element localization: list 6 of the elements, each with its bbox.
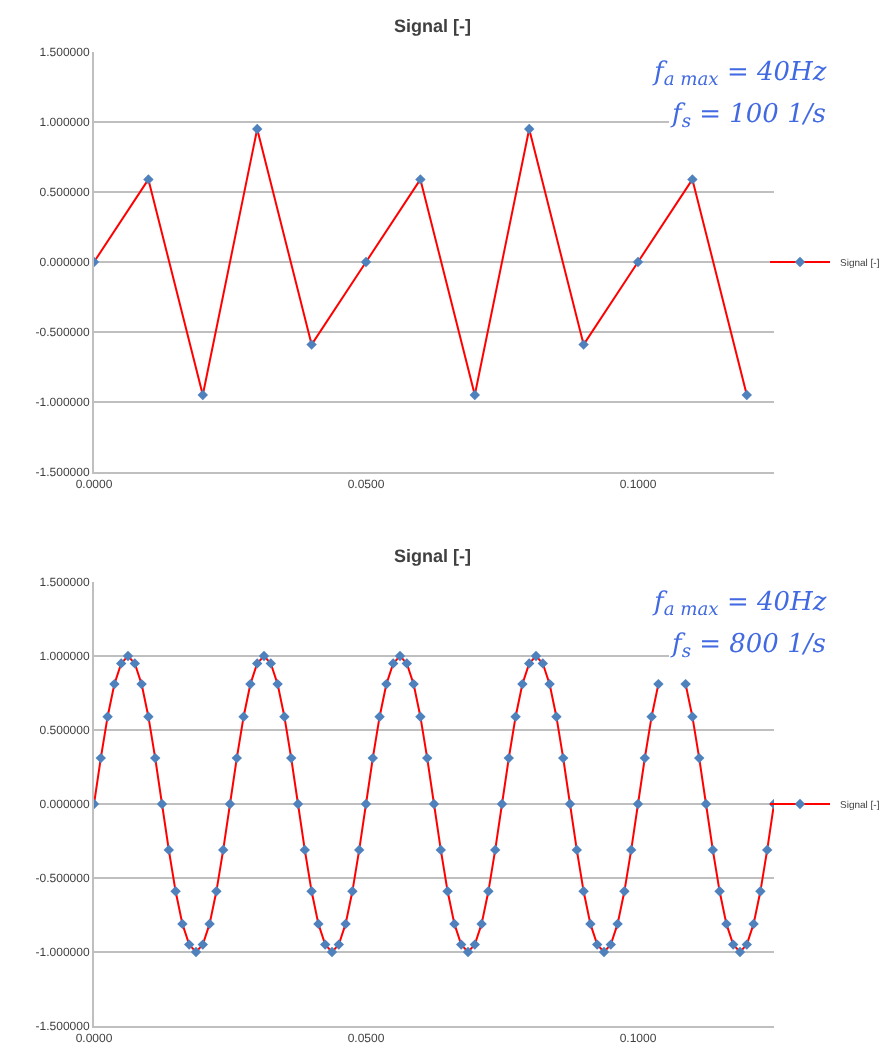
chart-title: Signal [-] (394, 546, 471, 566)
annotation: f$_{a max}$ = 40Hz (652, 58, 827, 92)
chart-title: Signal [-] (394, 16, 471, 36)
annotation: f$_{s}$ = 800 1/s (670, 630, 827, 664)
annotation: f$_{a max}$ = 40Hz (652, 588, 827, 622)
annotation: f$_{s}$ = 100 1/s (670, 100, 827, 134)
